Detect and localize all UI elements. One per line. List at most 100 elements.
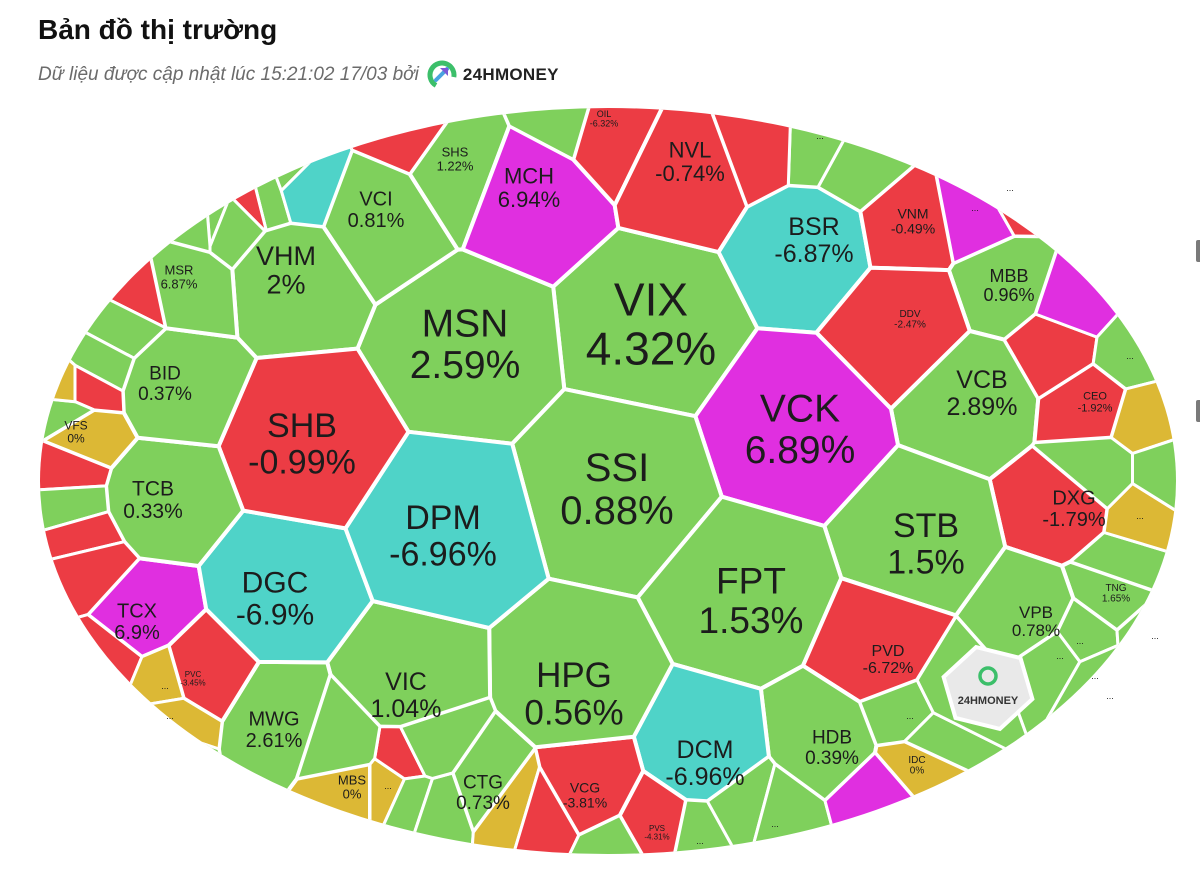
tile-change-oil: -6.32% — [590, 119, 619, 129]
small-tile-label: ... — [1091, 671, 1099, 681]
small-tile-label: ... — [1056, 651, 1064, 661]
tile-ticker-msr: MSR — [165, 262, 194, 277]
tile-ticker-msn: MSN — [422, 302, 509, 345]
tile-change-ceo: -1.92% — [1078, 402, 1113, 414]
tile-change-bid: 0.37% — [138, 384, 192, 405]
tile-change-hpg: 0.56% — [524, 693, 623, 732]
tile-ticker-dpm: DPM — [405, 499, 481, 537]
small-tile-label: ... — [1151, 631, 1159, 641]
tile-change-pvd: -6.72% — [863, 660, 914, 677]
watermark-logo-icon — [978, 666, 998, 686]
small-tile[interactable] — [554, 814, 660, 883]
tile-ticker-hpg: HPG — [536, 656, 612, 695]
brand-logo[interactable]: 24HMONEY — [427, 60, 559, 90]
tile-ticker-tcx: TCX — [117, 601, 157, 623]
small-tile-label: ... — [696, 836, 704, 846]
small-tile-label: ... — [1006, 183, 1014, 193]
small-tile-label: ... — [1126, 351, 1134, 361]
page-header: Bản đồ thị trường Dữ liệu được cập nhật … — [38, 14, 559, 90]
brand-logo-icon — [427, 60, 457, 90]
small-tile-label: ... — [1106, 691, 1114, 701]
small-tile[interactable] — [0, 104, 167, 330]
small-tile[interactable] — [295, 673, 382, 781]
small-tile[interactable] — [399, 696, 497, 780]
tile-change-vhm: 2% — [266, 270, 305, 300]
small-tile[interactable] — [0, 296, 77, 404]
tile-ticker-vnm: VNM — [897, 205, 928, 221]
small-tile-label: ... — [971, 203, 979, 213]
tile-ticker-dgc: DGC — [242, 566, 309, 599]
tile-change-ddv: -2.47% — [894, 320, 926, 331]
tile-ticker-ceo: CEO — [1083, 391, 1107, 403]
tile-change-dxg: -1.79% — [1042, 509, 1106, 531]
tile-change-tcb: 0.33% — [123, 500, 183, 523]
tile-change-vic: 1.04% — [371, 695, 442, 723]
tile-change-mch: 6.94% — [498, 187, 560, 212]
tile-change-vci: 0.81% — [348, 210, 405, 232]
tile-ticker-mbs: MBS — [338, 772, 367, 787]
tile-ticker-shs: SHS — [442, 144, 469, 159]
tile-change-tcx: 6.9% — [114, 622, 160, 644]
small-tile[interactable] — [704, 96, 793, 209]
edge-tab[interactable] — [1196, 240, 1200, 262]
tile-change-vck: 6.89% — [745, 429, 856, 472]
tile-change-msr: 6.87% — [161, 276, 198, 291]
tile-ticker-vpb: VPB — [1019, 603, 1053, 622]
tile-change-tng: 1.65% — [1102, 594, 1130, 605]
tile-change-shb: -0.99% — [248, 443, 356, 481]
small-tile-label: ... — [1076, 636, 1084, 646]
small-tile-label: ... — [816, 131, 824, 141]
tile-ticker-shb: SHB — [267, 407, 337, 445]
tile-ticker-oil: OIL — [597, 109, 612, 119]
tile-ticker-vcg: VCG — [570, 779, 600, 795]
tile-ticker-fpt: FPT — [716, 561, 786, 602]
tile-change-stb: 1.5% — [887, 543, 965, 581]
tile-ticker-vcb: VCB — [956, 366, 1007, 394]
tile-ticker-idc: IDC — [908, 755, 925, 766]
small-tile[interactable] — [1131, 429, 1200, 528]
tile-ticker-ssi: SSI — [585, 446, 649, 490]
edge-tab[interactable] — [1196, 400, 1200, 422]
tile-ticker-vck: VCK — [760, 387, 840, 430]
tile-ticker-vci: VCI — [359, 189, 392, 211]
page-title: Bản đồ thị trường — [38, 14, 278, 45]
update-timestamp: Dữ liệu được cập nhật lúc 15:21:02 17/03… — [38, 64, 419, 85]
tile-change-vnm: -0.49% — [891, 220, 935, 236]
tile-ticker-bsr: BSR — [788, 213, 839, 241]
small-tile[interactable] — [0, 96, 212, 254]
tile-change-vcg: -3.81% — [563, 794, 607, 810]
tile-ticker-pvs: PVS — [649, 824, 665, 833]
small-tile[interactable] — [1034, 158, 1200, 339]
tile-ticker-vfs: VFS — [64, 419, 87, 433]
tile-ticker-vic: VIC — [385, 668, 427, 696]
small-tile[interactable] — [1109, 368, 1200, 455]
tile-ticker-mbb: MBB — [989, 266, 1028, 286]
tile-change-idc: 0% — [910, 766, 925, 777]
tile-ticker-pvd: PVD — [872, 643, 905, 660]
tile-ticker-nvl: NVL — [669, 137, 712, 162]
tile-ticker-dcm: DCM — [677, 736, 734, 764]
tile-ticker-vix: VIX — [614, 273, 688, 325]
update-info: Dữ liệu được cập nhật lúc 15:21:02 17/03… — [38, 60, 559, 90]
small-tile-label: ... — [1136, 511, 1144, 521]
tile-change-bsr: -6.87% — [774, 240, 853, 268]
small-tile-label: ... — [906, 711, 914, 721]
tile-change-msn: 2.59% — [410, 344, 521, 387]
tile-ticker-ctg: CTG — [463, 773, 503, 794]
tile-change-mbs: 0% — [343, 786, 362, 801]
tile-change-shs: 1.22% — [437, 158, 474, 173]
tile-change-dpm: -6.96% — [389, 535, 497, 573]
tile-ticker-vhm: VHM — [256, 241, 316, 271]
tile-change-ssi: 0.88% — [560, 489, 673, 533]
tile-change-pvs: -4.31% — [644, 833, 669, 842]
small-tile-label: ... — [384, 781, 392, 791]
tile-change-hdb: 0.39% — [805, 748, 859, 769]
tile-change-ctg: 0.73% — [456, 793, 510, 814]
tile-change-dgc: -6.9% — [236, 599, 314, 632]
small-tile[interactable] — [667, 798, 751, 883]
watermark-hexagon — [941, 644, 1035, 732]
small-tile-label: ... — [771, 819, 779, 829]
watermark-tile: 24HMONEY — [941, 644, 1035, 732]
tile-ticker-mch: MCH — [504, 163, 554, 188]
